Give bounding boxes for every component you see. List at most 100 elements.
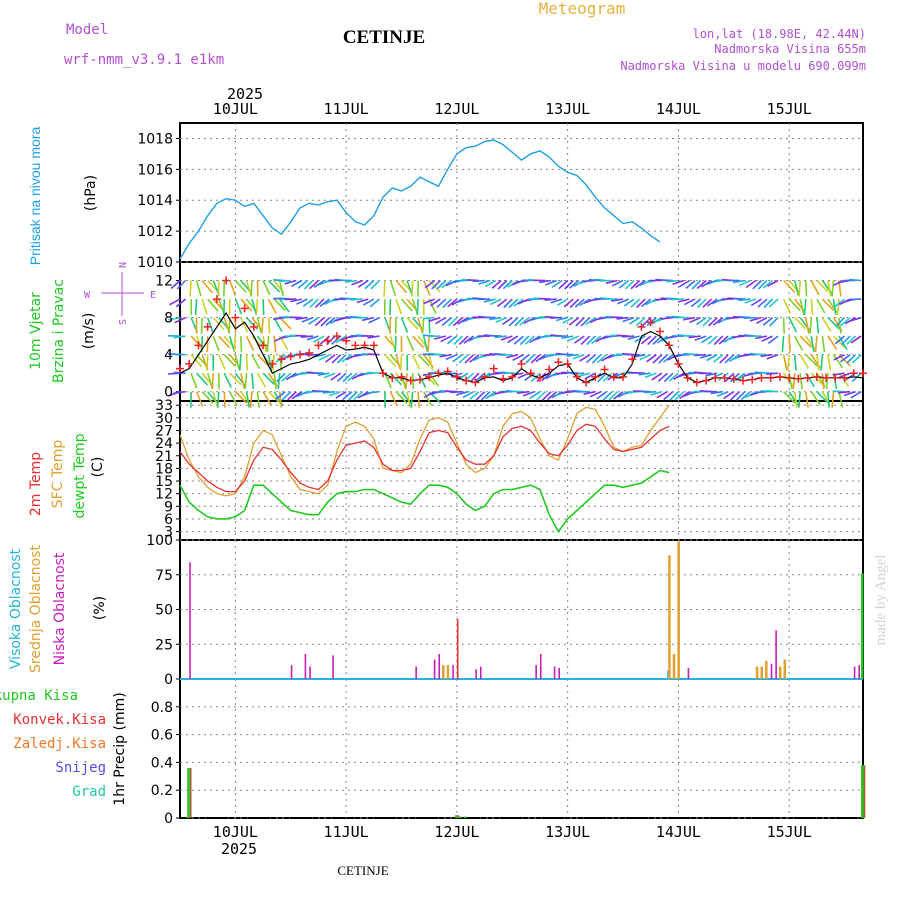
cloud-mid-bar — [783, 659, 787, 679]
compass-e: E — [150, 290, 156, 301]
wind-barb — [173, 335, 186, 339]
cloud-low-bar — [415, 666, 417, 679]
wind-barb — [367, 353, 380, 356]
wind-barb — [705, 372, 718, 377]
wind-barb — [832, 298, 837, 316]
wind-barb — [496, 298, 508, 308]
wind-barb — [428, 354, 434, 371]
wind-barb — [262, 372, 275, 386]
wind-gust-marker — [351, 341, 360, 350]
wind-barb — [591, 335, 602, 345]
wind-barb — [395, 298, 403, 315]
wind-barb — [805, 280, 808, 297]
wind-barb — [350, 298, 363, 301]
wind-barb — [536, 391, 547, 401]
wind-barb — [724, 354, 735, 364]
wind-barb — [677, 298, 690, 303]
wind-barb — [550, 316, 563, 319]
station-title: CETINJE — [343, 27, 425, 48]
wind-barb — [273, 373, 278, 390]
wind-barb — [491, 279, 502, 289]
wind-barb — [223, 372, 232, 389]
precip-legend-item: Zaledj.Kisa — [13, 736, 106, 752]
cloud-mid-bar — [442, 665, 445, 679]
wind-barb — [508, 317, 519, 327]
precip-y-tick-label: 0.6 — [151, 728, 173, 744]
wind-barb — [435, 316, 447, 325]
wind-barb — [427, 336, 430, 353]
wind-barb — [406, 391, 412, 408]
wind-barb — [480, 391, 491, 401]
wind-barb — [825, 373, 829, 390]
wind-barb — [803, 299, 807, 316]
wind-barb — [277, 373, 281, 390]
wind-barb — [691, 279, 702, 290]
wind-gust-marker — [508, 372, 517, 381]
cloud-low-bar — [539, 653, 542, 679]
wind-barb — [245, 391, 251, 408]
wind-barb — [267, 298, 277, 314]
wind-barb — [580, 335, 591, 345]
wind-barb — [769, 317, 779, 327]
bottom-day-label: 11JUL — [324, 823, 369, 841]
bottom-day-label: 13JUL — [545, 823, 590, 841]
wind-barb — [744, 298, 757, 304]
wind-barb — [662, 354, 674, 363]
wind-barb — [245, 335, 255, 351]
wind-name2-label: Brzina i Pravac — [51, 279, 67, 383]
wind-barb — [810, 335, 815, 353]
wind-barb — [513, 335, 524, 345]
wind-barb — [793, 335, 804, 351]
wind-barb — [308, 316, 319, 325]
wind-barb — [405, 373, 408, 390]
wind-barb — [831, 280, 835, 297]
cloud-panel — [180, 541, 864, 680]
wind-gust-marker — [591, 372, 600, 381]
wind-barb — [330, 372, 342, 381]
wind-name1-label: 10m Vjetar — [28, 292, 44, 370]
pressure-y-tick-label: 1012 — [137, 224, 173, 240]
wind-barb — [428, 372, 440, 387]
wind-gust-marker — [803, 373, 812, 382]
wind-gust-marker — [268, 359, 277, 368]
wind-barb — [835, 317, 846, 327]
wind-gust-marker — [637, 322, 646, 331]
wind-barb — [240, 373, 246, 389]
wind-barb — [267, 354, 273, 371]
wind-barb — [289, 298, 302, 303]
wind-barb — [850, 391, 862, 399]
wind-barb — [319, 298, 330, 308]
wind-barb — [284, 279, 297, 285]
cloud-low-bar — [775, 630, 777, 679]
wind-gust-marker — [194, 341, 203, 350]
wind-barb — [816, 354, 820, 371]
temp-name3-label: dewpt Temp — [72, 433, 88, 518]
precip-legend-item: Konvek.Kisa — [13, 712, 106, 728]
wind-gust-marker — [683, 373, 692, 382]
precip-total-bar — [464, 816, 467, 818]
wind-barb — [266, 336, 270, 353]
cloud-low-bar — [433, 659, 436, 679]
bottom-day-label: 15JUL — [767, 823, 812, 841]
wind-barb — [738, 298, 751, 302]
wind-barb — [497, 279, 508, 290]
wind-barb — [809, 317, 813, 334]
wind-barb — [788, 298, 801, 312]
wind-barb — [833, 353, 845, 361]
wind-gust-marker — [711, 373, 720, 382]
precip-legend-item: Grad — [72, 784, 106, 800]
wind-barb — [399, 354, 403, 371]
wind-barb — [599, 279, 613, 282]
wind-barb — [212, 391, 219, 408]
wind-gust-marker — [849, 369, 858, 378]
temp-y-tick-label: 9 — [164, 499, 173, 515]
temp-y-tick-label: 27 — [155, 423, 173, 439]
cloud-low-bar — [452, 665, 454, 679]
wind-barb — [820, 354, 824, 371]
wind-gust-marker — [692, 378, 701, 387]
wind-barb — [840, 354, 851, 363]
wind-barb — [470, 372, 480, 383]
wind-barb — [313, 335, 325, 343]
wind-barb — [575, 317, 585, 327]
wind-barb — [483, 298, 496, 303]
